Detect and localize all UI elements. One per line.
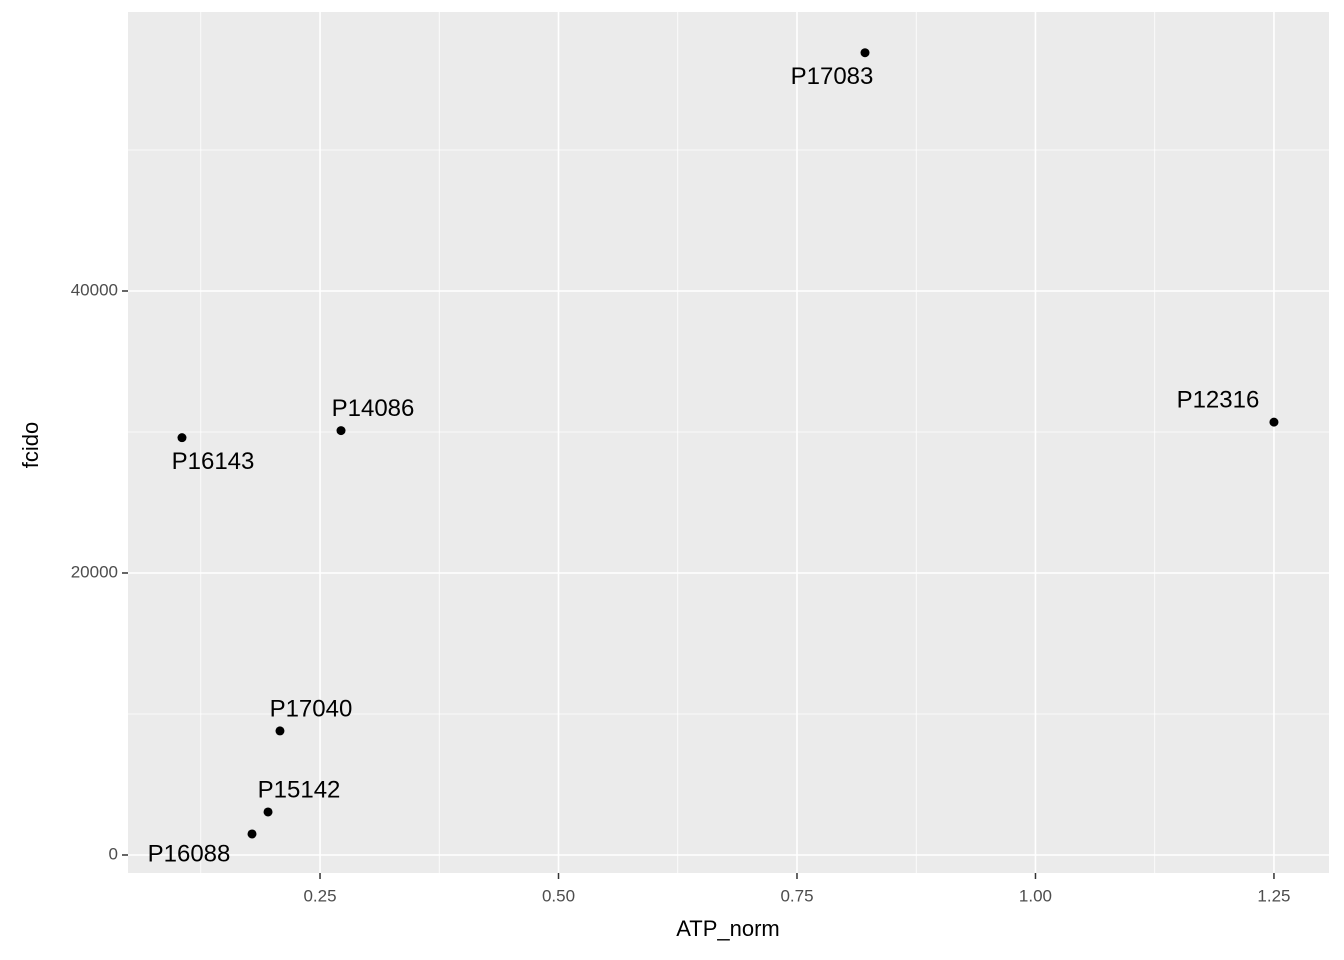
y-axis-title: fcido <box>18 422 43 468</box>
x-tick-label: 0.75 <box>780 886 813 905</box>
point <box>1269 417 1279 427</box>
point <box>336 426 346 436</box>
y-tick-label: 40000 <box>71 280 118 299</box>
point-label: P12316 <box>1177 386 1260 413</box>
point-label: P16143 <box>172 448 255 475</box>
point <box>860 48 870 58</box>
point-label: P15142 <box>258 776 341 803</box>
point-label: P17083 <box>791 63 874 90</box>
x-tick-label: 1.25 <box>1257 886 1290 905</box>
point-label: P16088 <box>148 840 231 867</box>
point <box>275 726 285 736</box>
point <box>247 829 257 839</box>
point-label: P14086 <box>332 395 415 422</box>
plot-panel <box>128 12 1329 873</box>
x-axis-title: ATP_norm <box>676 916 780 941</box>
point <box>177 433 187 443</box>
point <box>263 807 273 817</box>
x-tick-label: 0.25 <box>303 886 336 905</box>
point-label: P17040 <box>270 695 353 722</box>
y-tick-label: 0 <box>109 844 118 863</box>
x-tick-label: 1.00 <box>1019 886 1052 905</box>
x-tick-label: 0.50 <box>542 886 575 905</box>
y-tick-label: 20000 <box>71 562 118 581</box>
